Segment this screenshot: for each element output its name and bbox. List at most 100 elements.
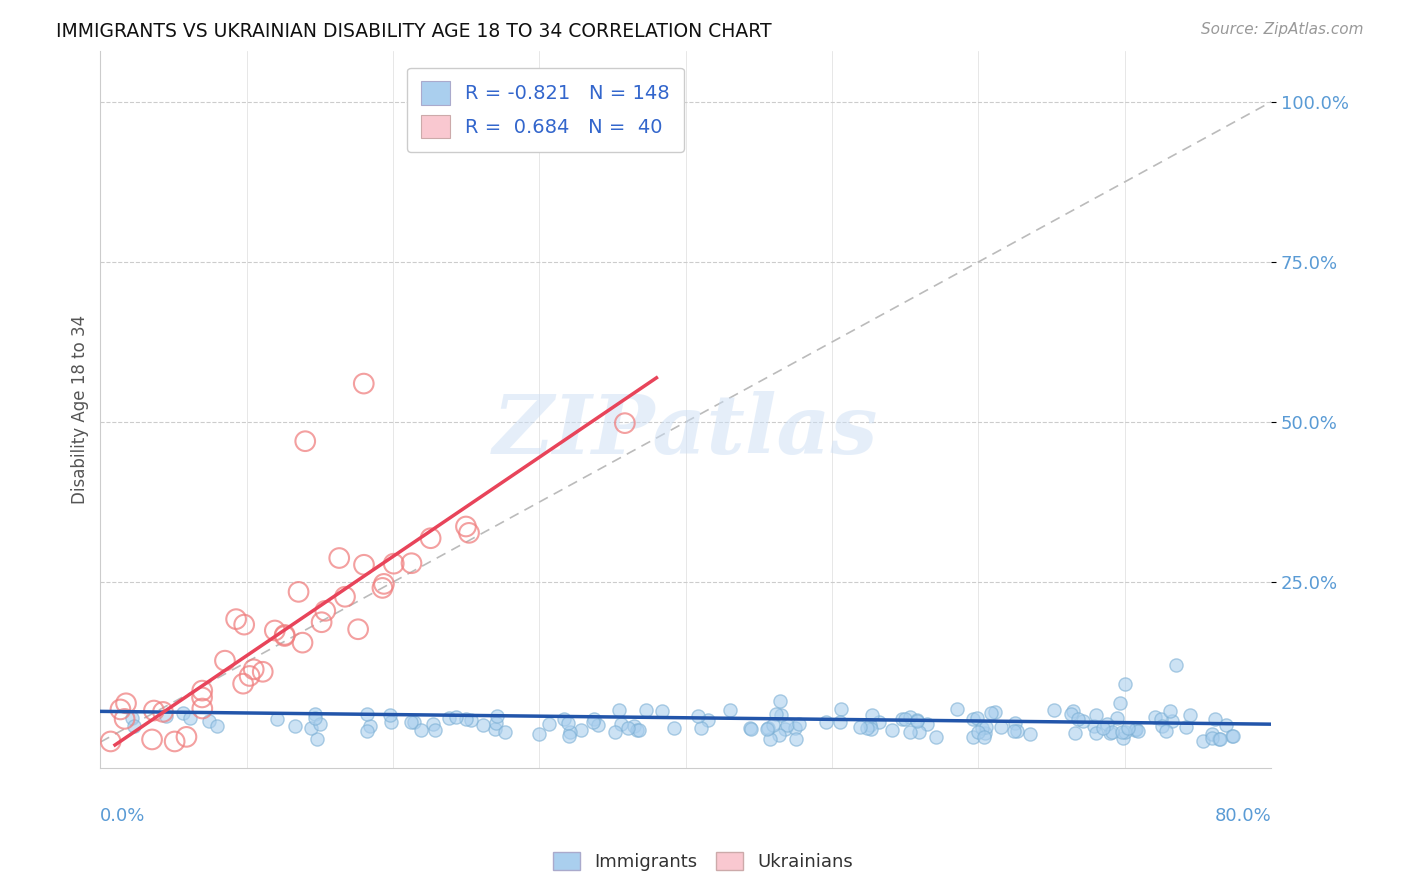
Point xyxy=(454,519,477,533)
Point xyxy=(603,725,626,739)
Point xyxy=(586,718,609,732)
Point xyxy=(1060,706,1083,721)
Point xyxy=(688,709,710,723)
Point xyxy=(908,724,931,739)
Point xyxy=(1201,731,1223,745)
Point xyxy=(785,732,807,747)
Legend: Immigrants, Ukrainians: Immigrants, Ukrainians xyxy=(546,845,860,879)
Point xyxy=(252,665,274,679)
Point xyxy=(1123,723,1146,738)
Text: 80.0%: 80.0% xyxy=(1215,807,1271,825)
Point xyxy=(1114,725,1136,739)
Point xyxy=(769,707,792,722)
Point xyxy=(830,702,852,716)
Point xyxy=(314,604,336,618)
Point xyxy=(155,708,177,723)
Point xyxy=(141,732,163,747)
Point xyxy=(905,713,928,727)
Point xyxy=(122,719,145,733)
Point xyxy=(359,719,381,733)
Point xyxy=(859,722,882,736)
Point xyxy=(214,654,236,668)
Point xyxy=(789,716,811,731)
Point xyxy=(373,577,395,591)
Point xyxy=(623,718,645,732)
Point xyxy=(527,727,550,741)
Point xyxy=(1209,731,1232,746)
Point xyxy=(1005,724,1028,739)
Point xyxy=(690,721,713,735)
Point xyxy=(198,714,221,729)
Point xyxy=(1043,703,1066,717)
Point xyxy=(990,720,1012,734)
Legend: R = -0.821   N = 148, R =  0.684   N =  40: R = -0.821 N = 148, R = 0.684 N = 40 xyxy=(406,68,683,152)
Point xyxy=(765,706,787,721)
Point xyxy=(266,711,288,725)
Point xyxy=(891,712,914,726)
Point xyxy=(304,707,326,722)
Point xyxy=(1222,729,1244,743)
Text: IMMIGRANTS VS UKRAINIAN DISABILITY AGE 18 TO 34 CORRELATION CHART: IMMIGRANTS VS UKRAINIAN DISABILITY AGE 1… xyxy=(56,22,772,41)
Point xyxy=(915,716,938,731)
Point xyxy=(974,720,997,734)
Point xyxy=(1154,724,1177,739)
Point xyxy=(263,624,285,638)
Point xyxy=(233,617,256,632)
Text: 0.0%: 0.0% xyxy=(100,807,146,825)
Point xyxy=(1101,724,1123,739)
Point xyxy=(460,713,482,727)
Point xyxy=(849,720,872,734)
Point xyxy=(239,669,262,683)
Point xyxy=(307,731,329,746)
Point xyxy=(762,718,785,732)
Point xyxy=(333,590,356,604)
Point xyxy=(347,622,370,636)
Point xyxy=(371,581,394,595)
Point xyxy=(740,723,762,737)
Point xyxy=(378,708,401,723)
Point xyxy=(967,725,990,739)
Point xyxy=(966,711,988,725)
Point xyxy=(458,525,481,540)
Point xyxy=(1083,719,1105,733)
Point xyxy=(905,714,928,729)
Point xyxy=(925,730,948,744)
Point xyxy=(776,718,799,732)
Point xyxy=(984,705,1007,719)
Point xyxy=(356,707,378,722)
Point xyxy=(862,708,884,723)
Point xyxy=(1004,715,1026,730)
Point xyxy=(773,723,796,737)
Point xyxy=(768,728,790,742)
Point xyxy=(664,721,686,735)
Point xyxy=(972,721,994,735)
Point xyxy=(486,709,509,723)
Point xyxy=(353,376,375,391)
Point xyxy=(232,676,254,690)
Point xyxy=(284,718,307,732)
Point xyxy=(1116,721,1139,735)
Point xyxy=(419,531,441,545)
Point xyxy=(582,714,605,729)
Point xyxy=(437,711,460,725)
Point xyxy=(471,718,494,732)
Point xyxy=(304,711,326,725)
Point xyxy=(115,696,138,710)
Point xyxy=(356,724,378,739)
Point xyxy=(1174,720,1197,734)
Point xyxy=(858,718,880,732)
Point xyxy=(1152,719,1174,733)
Point xyxy=(1161,714,1184,728)
Point xyxy=(425,723,447,738)
Point xyxy=(582,712,605,726)
Point xyxy=(353,558,375,572)
Point xyxy=(557,729,579,743)
Y-axis label: Disability Age 18 to 34: Disability Age 18 to 34 xyxy=(72,315,89,504)
Point xyxy=(610,717,633,731)
Point xyxy=(756,722,779,736)
Point xyxy=(311,615,333,630)
Point xyxy=(634,703,657,717)
Point xyxy=(980,706,1002,720)
Point xyxy=(1159,705,1181,719)
Point xyxy=(100,734,122,748)
